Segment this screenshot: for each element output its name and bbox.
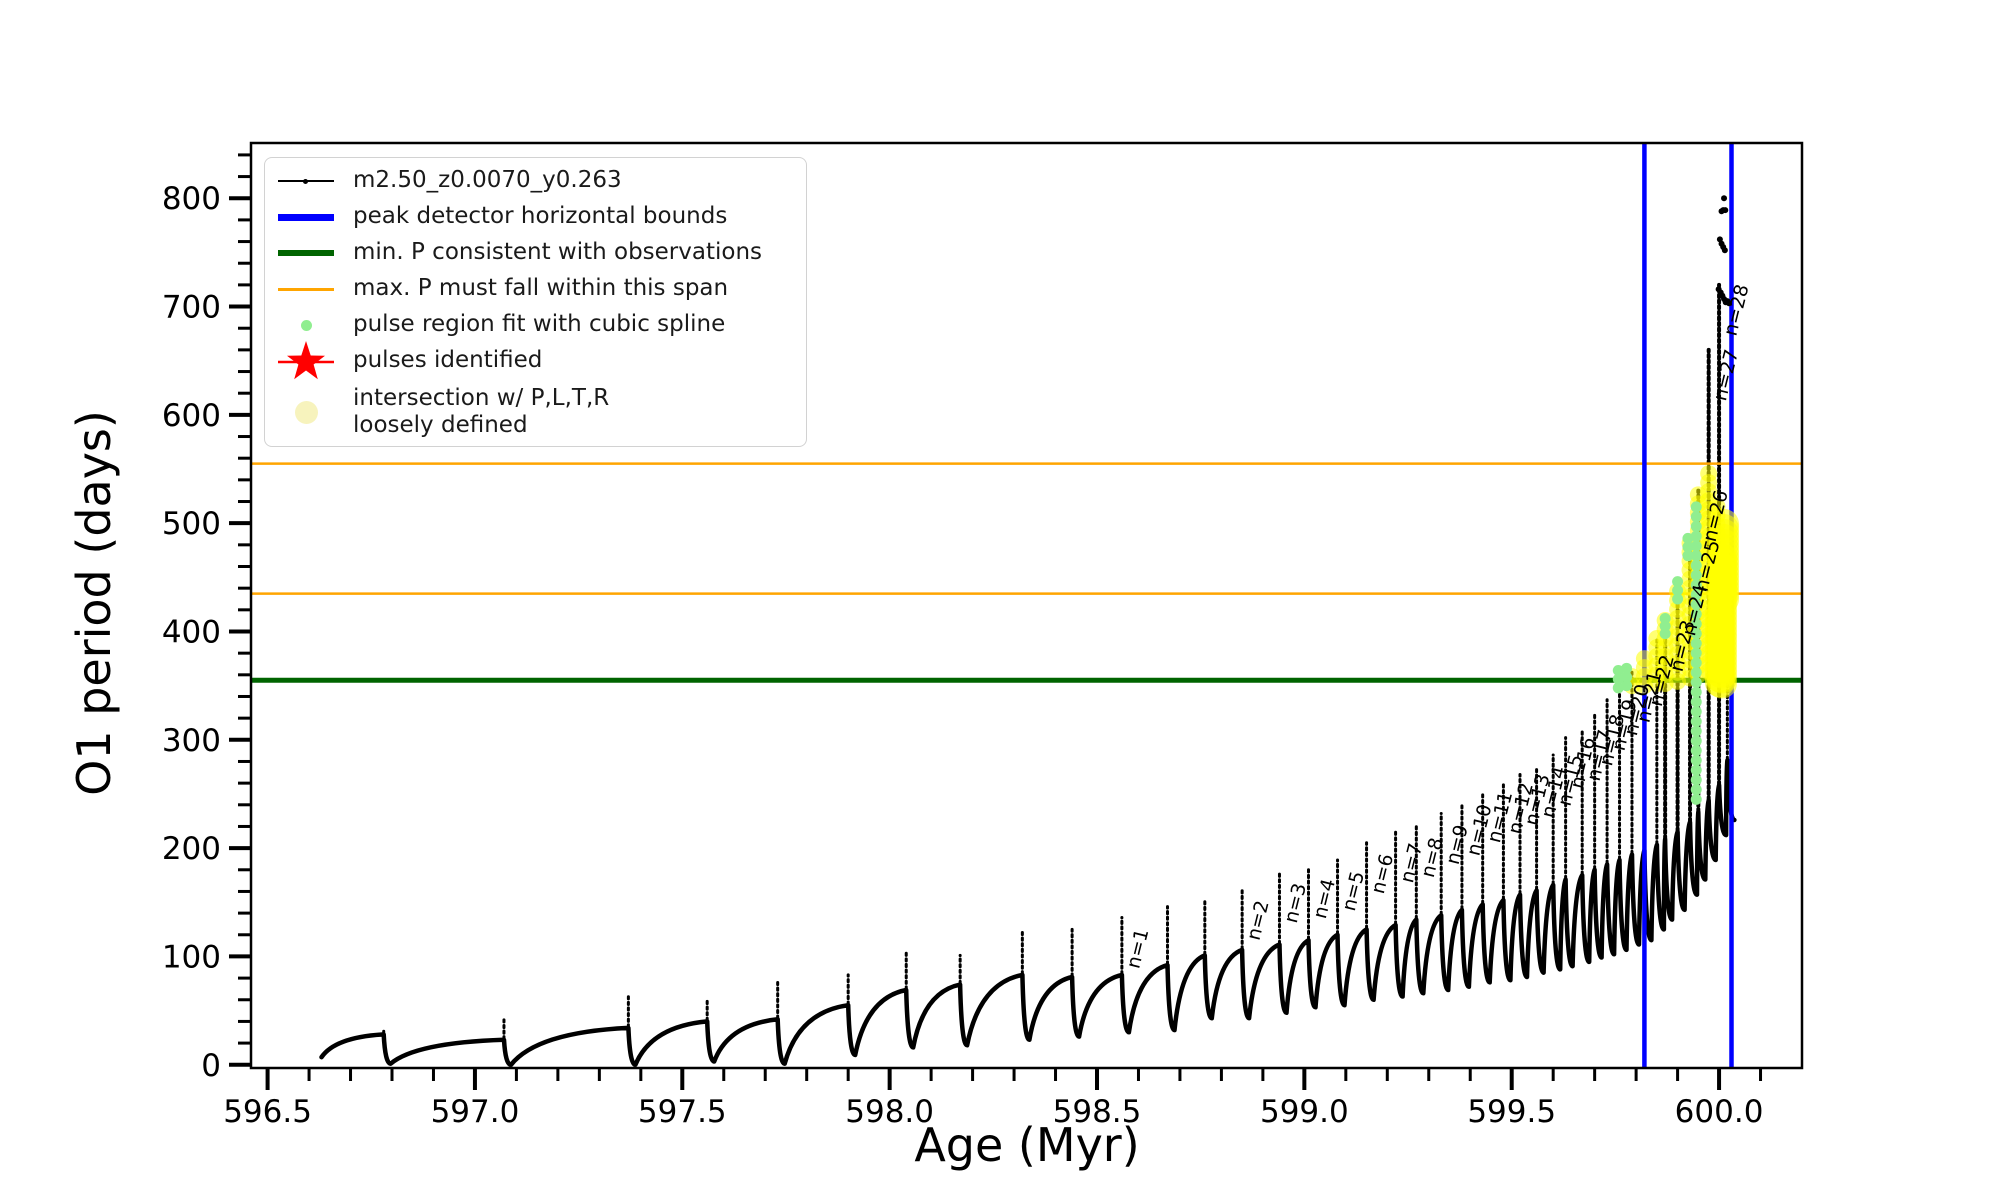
legend-label: max. P must fall within this span [353, 275, 729, 302]
y-tick-label: 400 [162, 614, 221, 650]
x-tick-label: 599.5 [1467, 1094, 1556, 1130]
x-tick-label: 598.5 [1053, 1094, 1142, 1130]
legend-item-spline: pulse region fit with cubic spline [273, 307, 796, 343]
legend-label: peak detector horizontal bounds [353, 203, 728, 230]
x-tick-label: 597.0 [431, 1094, 520, 1130]
pulse-label: n=6 [1367, 852, 1398, 896]
pulse-label: n=3 [1280, 881, 1311, 925]
legend: m2.50_z0.0070_y0.263 peak detector horiz… [264, 157, 807, 447]
legend-label: pulse region fit with cubic spline [353, 311, 726, 338]
pulse-label: n=5 [1338, 869, 1369, 913]
green-line-icon [273, 250, 339, 256]
y-tick-label: 500 [162, 506, 221, 542]
legend-item-max-p: max. P must fall within this span [273, 271, 796, 307]
lightgreen-dot-icon [273, 319, 339, 331]
y-tick-label: 800 [162, 181, 221, 217]
legend-label: min. P consistent with observations [353, 239, 763, 266]
legend-item-intersection: intersection w/ P,L,T,R loosely defined [273, 379, 796, 445]
y-tick-label: 100 [162, 939, 221, 975]
y-axis-label: O1 period (days) [67, 410, 121, 796]
spline-fit-dots [1612, 501, 1702, 805]
series-line-icon [273, 178, 339, 184]
pulse-label: n=2 [1243, 898, 1274, 942]
x-tick-label: 598.0 [845, 1094, 934, 1130]
y-tick-label: 300 [162, 723, 221, 759]
pulse-label: n=1 [1122, 926, 1153, 970]
x-tick-label: 597.5 [638, 1094, 727, 1130]
y-tick-label: 200 [162, 831, 221, 867]
y-tick-label: 700 [162, 290, 221, 326]
blue-line-icon [273, 213, 339, 221]
legend-label: m2.50_z0.0070_y0.263 [353, 167, 622, 194]
axes-frame: 596.5 597.0 597.5 598.0 598.5 599.0 599.5 600.0… [162, 141, 1804, 1130]
pulse-label: n=27 [1709, 347, 1743, 403]
legend-item-series: m2.50_z0.0070_y0.263 [273, 163, 796, 199]
x-tick-label: 599.0 [1260, 1094, 1349, 1130]
legend-item-min-p: min. P consistent with observations [273, 235, 796, 271]
x-tick-label: 596.5 [223, 1094, 312, 1130]
y-tick-label: 600 [162, 398, 221, 434]
pulse-label: n=4 [1309, 877, 1340, 921]
legend-item-pulses: pulses identified [273, 341, 796, 380]
y-tick-label: 0 [201, 1048, 221, 1084]
legend-item-peak-bounds: peak detector horizontal bounds [273, 199, 796, 235]
x-tick-label: 600.0 [1675, 1094, 1764, 1130]
legend-label: intersection w/ P,L,T,R loosely defined [353, 384, 610, 438]
legend-label: pulses identified [353, 347, 543, 374]
sparse-dots [1715, 195, 1733, 307]
x-axis-label: Age (Myr) [914, 1118, 1140, 1172]
paleyellow-dot-icon [273, 400, 339, 424]
red-star-icon [273, 338, 339, 384]
orange-line-icon [273, 287, 339, 291]
pulse-label: n=28 [1720, 282, 1754, 338]
